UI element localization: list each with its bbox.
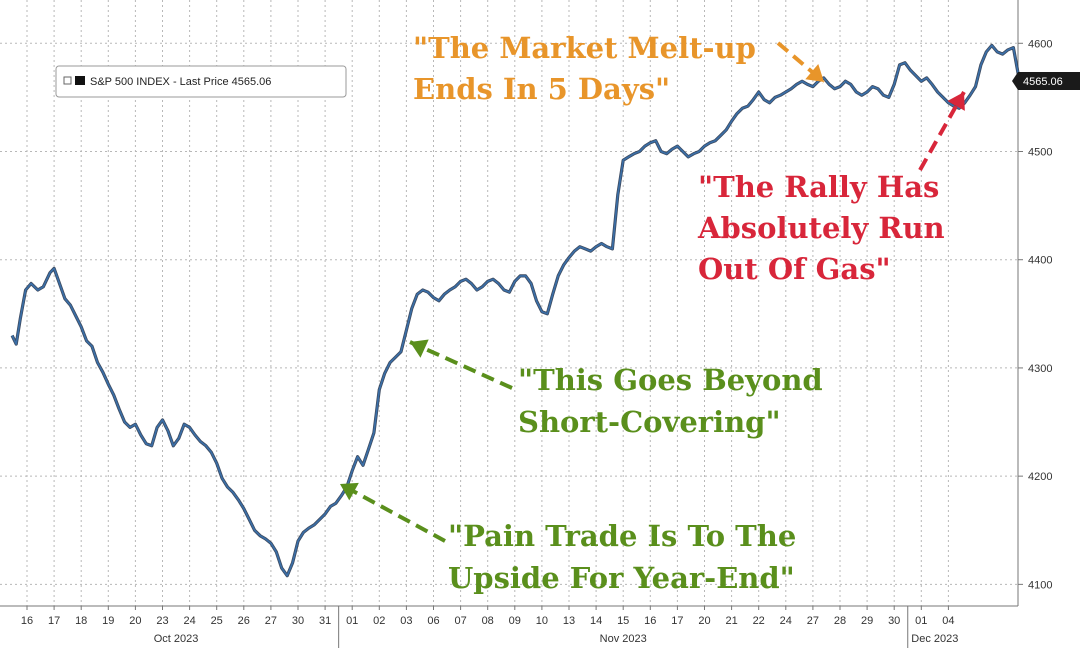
x-tick-label: 01 [346, 615, 358, 627]
annotation-pain-trade-line2: Upside For Year-End" [448, 561, 795, 595]
y-tick-label: 4500 [1028, 147, 1052, 159]
annotation-rally-line1: "The Rally Has [698, 170, 939, 204]
x-tick-label: 09 [509, 615, 521, 627]
legend-series-swatch [75, 76, 85, 85]
y-tick-label: 4300 [1028, 363, 1052, 375]
annotation-rally-line3: Out Of Gas" [698, 252, 891, 286]
annotation-arrows [339, 41, 966, 543]
chart-legend: S&P 500 INDEX - Last Price 4565.06 [55, 65, 347, 98]
arrow-rally [918, 91, 966, 171]
x-tick-label: 14 [590, 615, 602, 627]
annotation-melt-up-line1: "The Market Melt-up [413, 31, 756, 65]
x-tick-label: 23 [156, 615, 168, 627]
x-tick-label: 13 [563, 615, 575, 627]
x-tick-label: 27 [265, 615, 277, 627]
price-series [10, 43, 1024, 578]
x-tick-label: 21 [725, 615, 737, 627]
x-tick-label: 17 [48, 615, 60, 627]
grid-lines [0, 0, 1018, 606]
month-label: Dec 2023 [911, 633, 958, 645]
x-tick-label: 30 [888, 615, 900, 627]
y-tick-label: 4200 [1028, 471, 1052, 483]
y-tick-label: 4600 [1028, 38, 1052, 50]
x-tick-label: 03 [400, 615, 412, 627]
annotation-rally-line2: Absolutely Run [697, 211, 945, 245]
month-label: Nov 2023 [600, 633, 647, 645]
axes [0, 0, 1019, 607]
annotation-short-covering-line1: "This Goes Beyond [518, 363, 823, 397]
last-price-tag: 4565.06 [1012, 72, 1080, 90]
x-tick-label: 18 [75, 615, 87, 627]
x-tick-label: 20 [129, 615, 141, 627]
legend-label: S&P 500 INDEX - Last Price 4565.06 [90, 76, 271, 88]
x-tick-label: 08 [482, 615, 494, 627]
x-tick-label: 16 [21, 615, 33, 627]
price-line [11, 44, 1024, 577]
x-tick-label: 17 [671, 615, 683, 627]
annotation-short-covering-line2: Short-Covering" [518, 405, 781, 439]
last-price-marker [1012, 72, 1080, 90]
x-tick-label: 28 [834, 615, 846, 627]
x-tick-label: 19 [102, 615, 114, 627]
x-axis-ticks: 16 17 18 19 20 23 24 25 26 27 30 31 01 02 03 06 07 08 09 10… [21, 606, 958, 648]
y-tick-label: 4100 [1028, 579, 1052, 591]
x-tick-label: 27 [807, 615, 819, 627]
x-tick-label: 30 [292, 615, 304, 627]
arrow-rally-head [947, 92, 965, 111]
arrow-melt-up-head [805, 64, 824, 82]
x-tick-label: 06 [427, 615, 439, 627]
x-tick-label: 25 [211, 615, 223, 627]
arrow-pain-trade-head [340, 482, 359, 501]
month-label: Oct 2023 [154, 633, 199, 645]
legend-box [55, 65, 347, 98]
x-tick-label: 10 [536, 615, 548, 627]
x-tick-label: 16 [644, 615, 656, 627]
legend-toggle-icon [63, 76, 72, 85]
x-tick-label: 24 [183, 615, 195, 627]
x-tick-label: 22 [753, 615, 765, 627]
y-axis-ticks: 4100 4200 4300 4400 4500 4600 [1018, 38, 1052, 591]
annotation-pain-trade-line1: "Pain Trade Is To The [448, 519, 796, 553]
last-price-label: 4565.06 [1023, 76, 1063, 88]
x-tick-label: 02 [373, 615, 385, 627]
x-tick-label: 07 [454, 615, 466, 627]
arrow-short-covering-head [410, 339, 429, 358]
x-tick-label: 24 [780, 615, 792, 627]
x-tick-label: 31 [319, 615, 331, 627]
x-tick-label: 20 [698, 615, 710, 627]
annotation-melt-up-line2: Ends In 5 Days" [413, 72, 670, 106]
y-tick-label: 4400 [1028, 255, 1052, 267]
x-tick-label: 29 [861, 615, 873, 627]
x-tick-label: 04 [942, 615, 954, 627]
x-tick-label: 01 [915, 615, 927, 627]
x-tick-label: 15 [617, 615, 629, 627]
x-tick-label: 26 [238, 615, 250, 627]
